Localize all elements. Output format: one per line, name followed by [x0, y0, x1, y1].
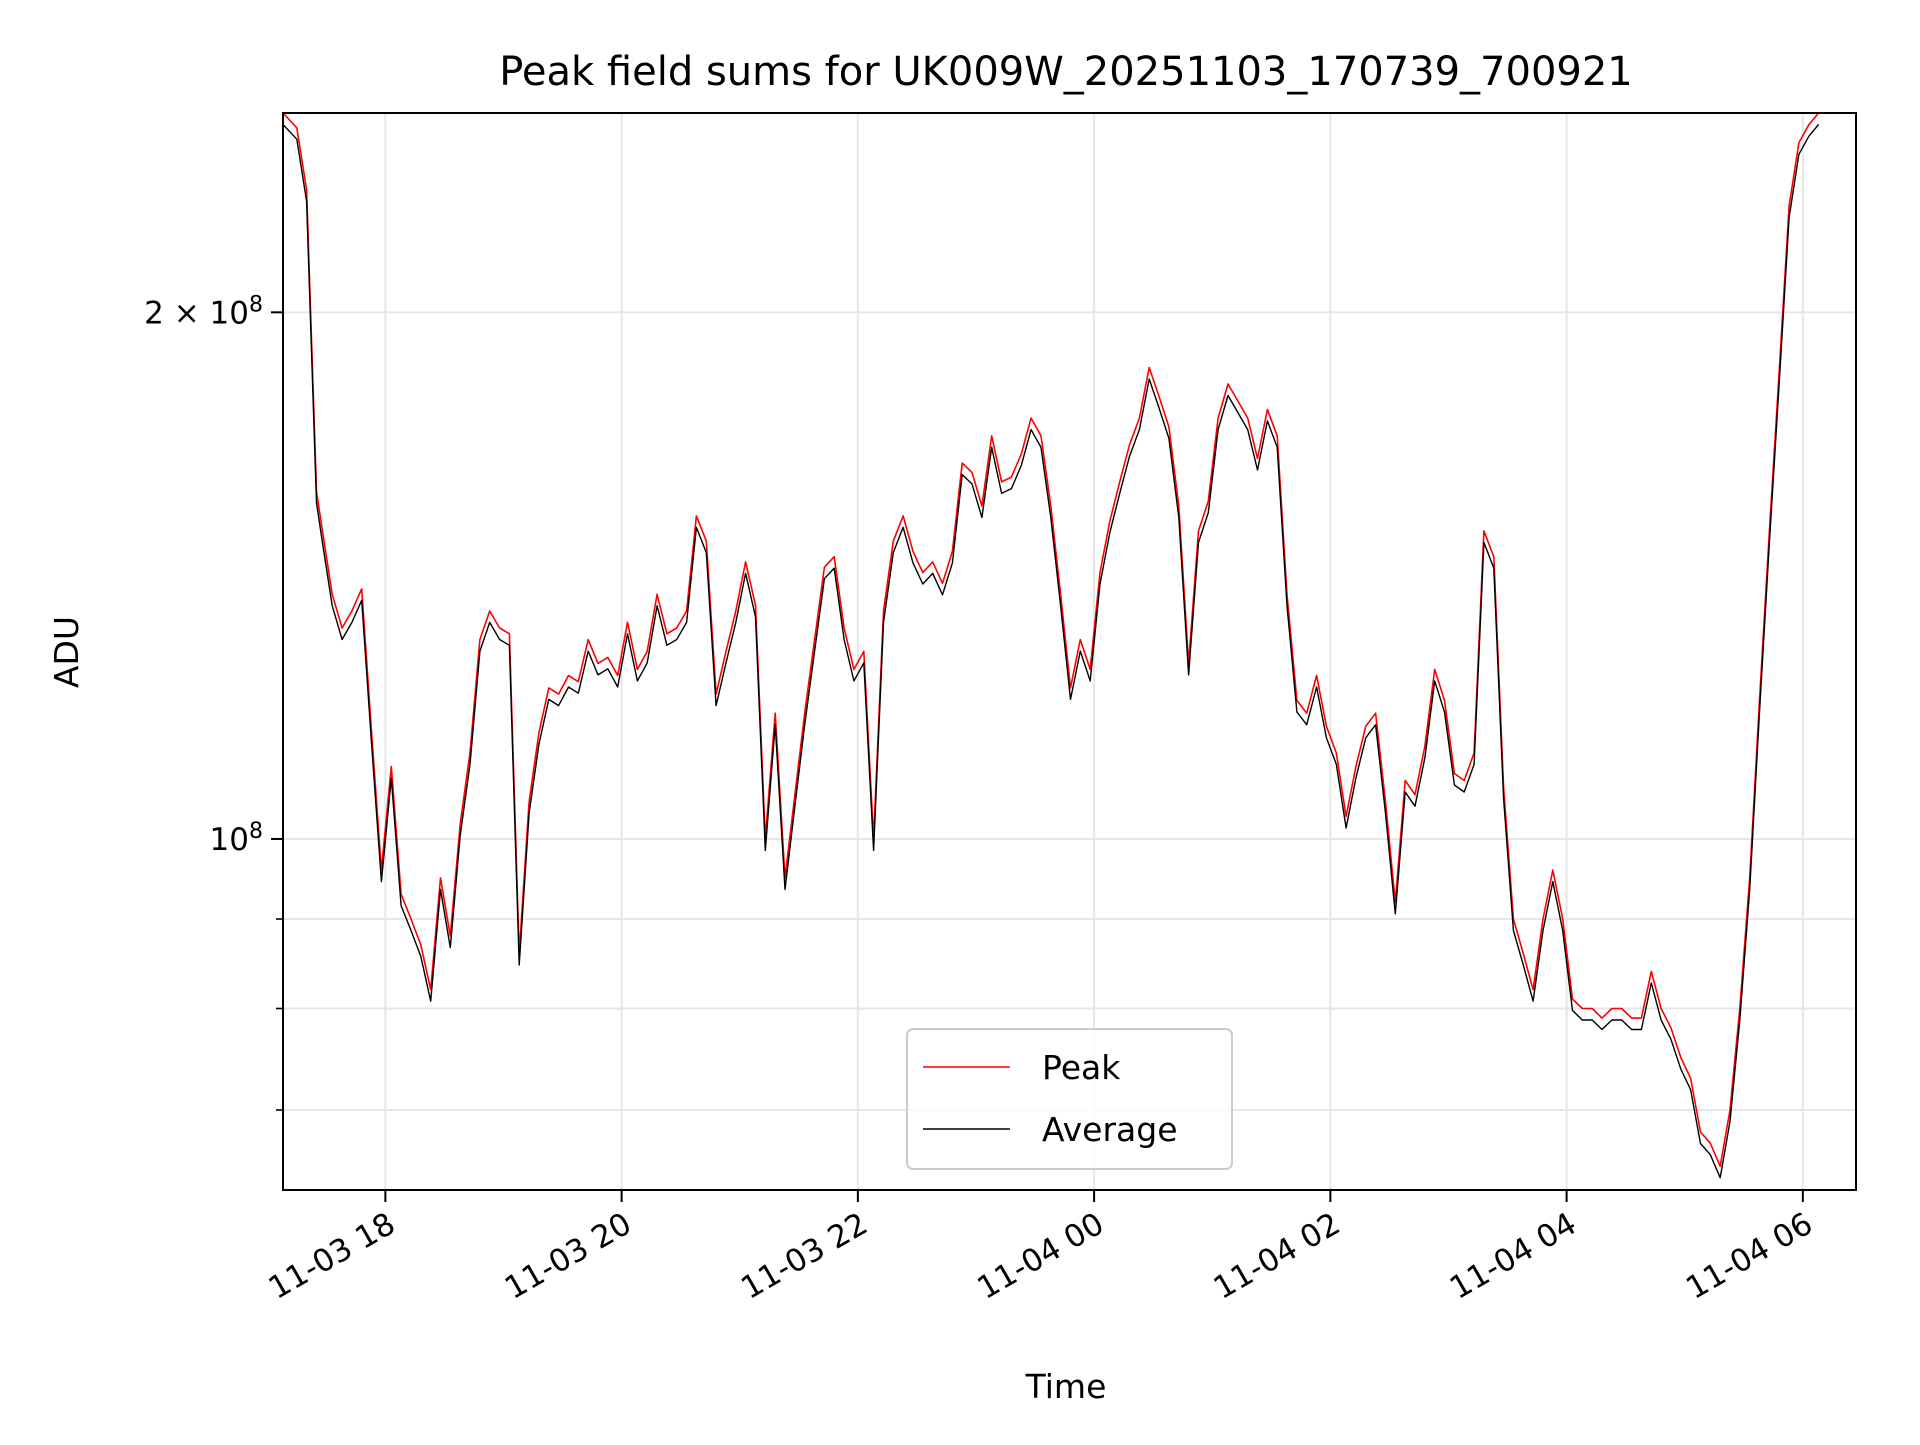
peak-series-line: [282, 112, 1820, 1168]
legend-peak-label: Peak: [1042, 1048, 1121, 1087]
plot-frame: [282, 112, 1857, 1191]
legend: Peak Average: [906, 1028, 1233, 1170]
legend-box: [906, 1028, 1233, 1170]
x-tick-label: 11-04 04: [1444, 1206, 1583, 1307]
average-series-line: [282, 124, 1820, 1179]
y-tick-label: 108: [210, 819, 263, 858]
y-tick-label: 2 × 108: [144, 292, 263, 331]
x-tick-label: 11-04 00: [971, 1206, 1110, 1307]
y-axis-label: ADU: [47, 616, 86, 688]
x-tick-label: 11-03 22: [735, 1206, 874, 1307]
grid-layer: [283, 113, 1856, 1190]
x-tick-label: 11-04 02: [1208, 1206, 1347, 1307]
x-tick-label: 11-03 18: [263, 1206, 402, 1307]
series-layer: [282, 112, 1820, 1179]
x-tick-label: 11-04 06: [1680, 1206, 1819, 1307]
legend-average-label: Average: [1042, 1110, 1178, 1149]
x-tick-label: 11-03 20: [499, 1206, 638, 1307]
chart-title: Peak field sums for UK009W_20251103_1707…: [499, 49, 1633, 95]
x-axis-label: Time: [1025, 1367, 1107, 1406]
